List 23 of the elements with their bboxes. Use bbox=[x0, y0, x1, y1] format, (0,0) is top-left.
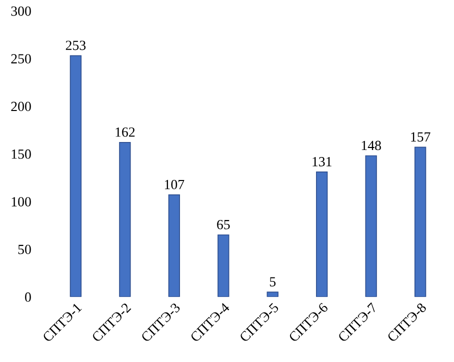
data-label: 107 bbox=[164, 180, 184, 190]
bar bbox=[365, 155, 377, 297]
y-tick-label: 250 bbox=[11, 54, 31, 64]
y-tick-label: 0 bbox=[25, 292, 31, 302]
bar bbox=[70, 55, 82, 297]
data-label: 162 bbox=[116, 127, 135, 137]
bar bbox=[316, 172, 328, 297]
data-label: 253 bbox=[66, 40, 86, 50]
bar bbox=[414, 146, 426, 297]
bar bbox=[168, 194, 180, 297]
bar bbox=[218, 234, 230, 297]
y-tick-label: 300 bbox=[11, 6, 31, 16]
y-tick-label: 50 bbox=[18, 244, 31, 254]
data-label: 65 bbox=[217, 220, 230, 230]
bar bbox=[119, 142, 131, 297]
data-label: 157 bbox=[411, 132, 430, 142]
y-tick-label: 200 bbox=[11, 102, 31, 112]
data-label: 148 bbox=[362, 140, 381, 150]
y-tick-label: 100 bbox=[12, 197, 31, 206]
bar bbox=[266, 292, 278, 297]
data-label: 131 bbox=[312, 157, 332, 166]
y-tick-label: 150 bbox=[12, 149, 31, 159]
data-label: 5 bbox=[270, 277, 276, 286]
